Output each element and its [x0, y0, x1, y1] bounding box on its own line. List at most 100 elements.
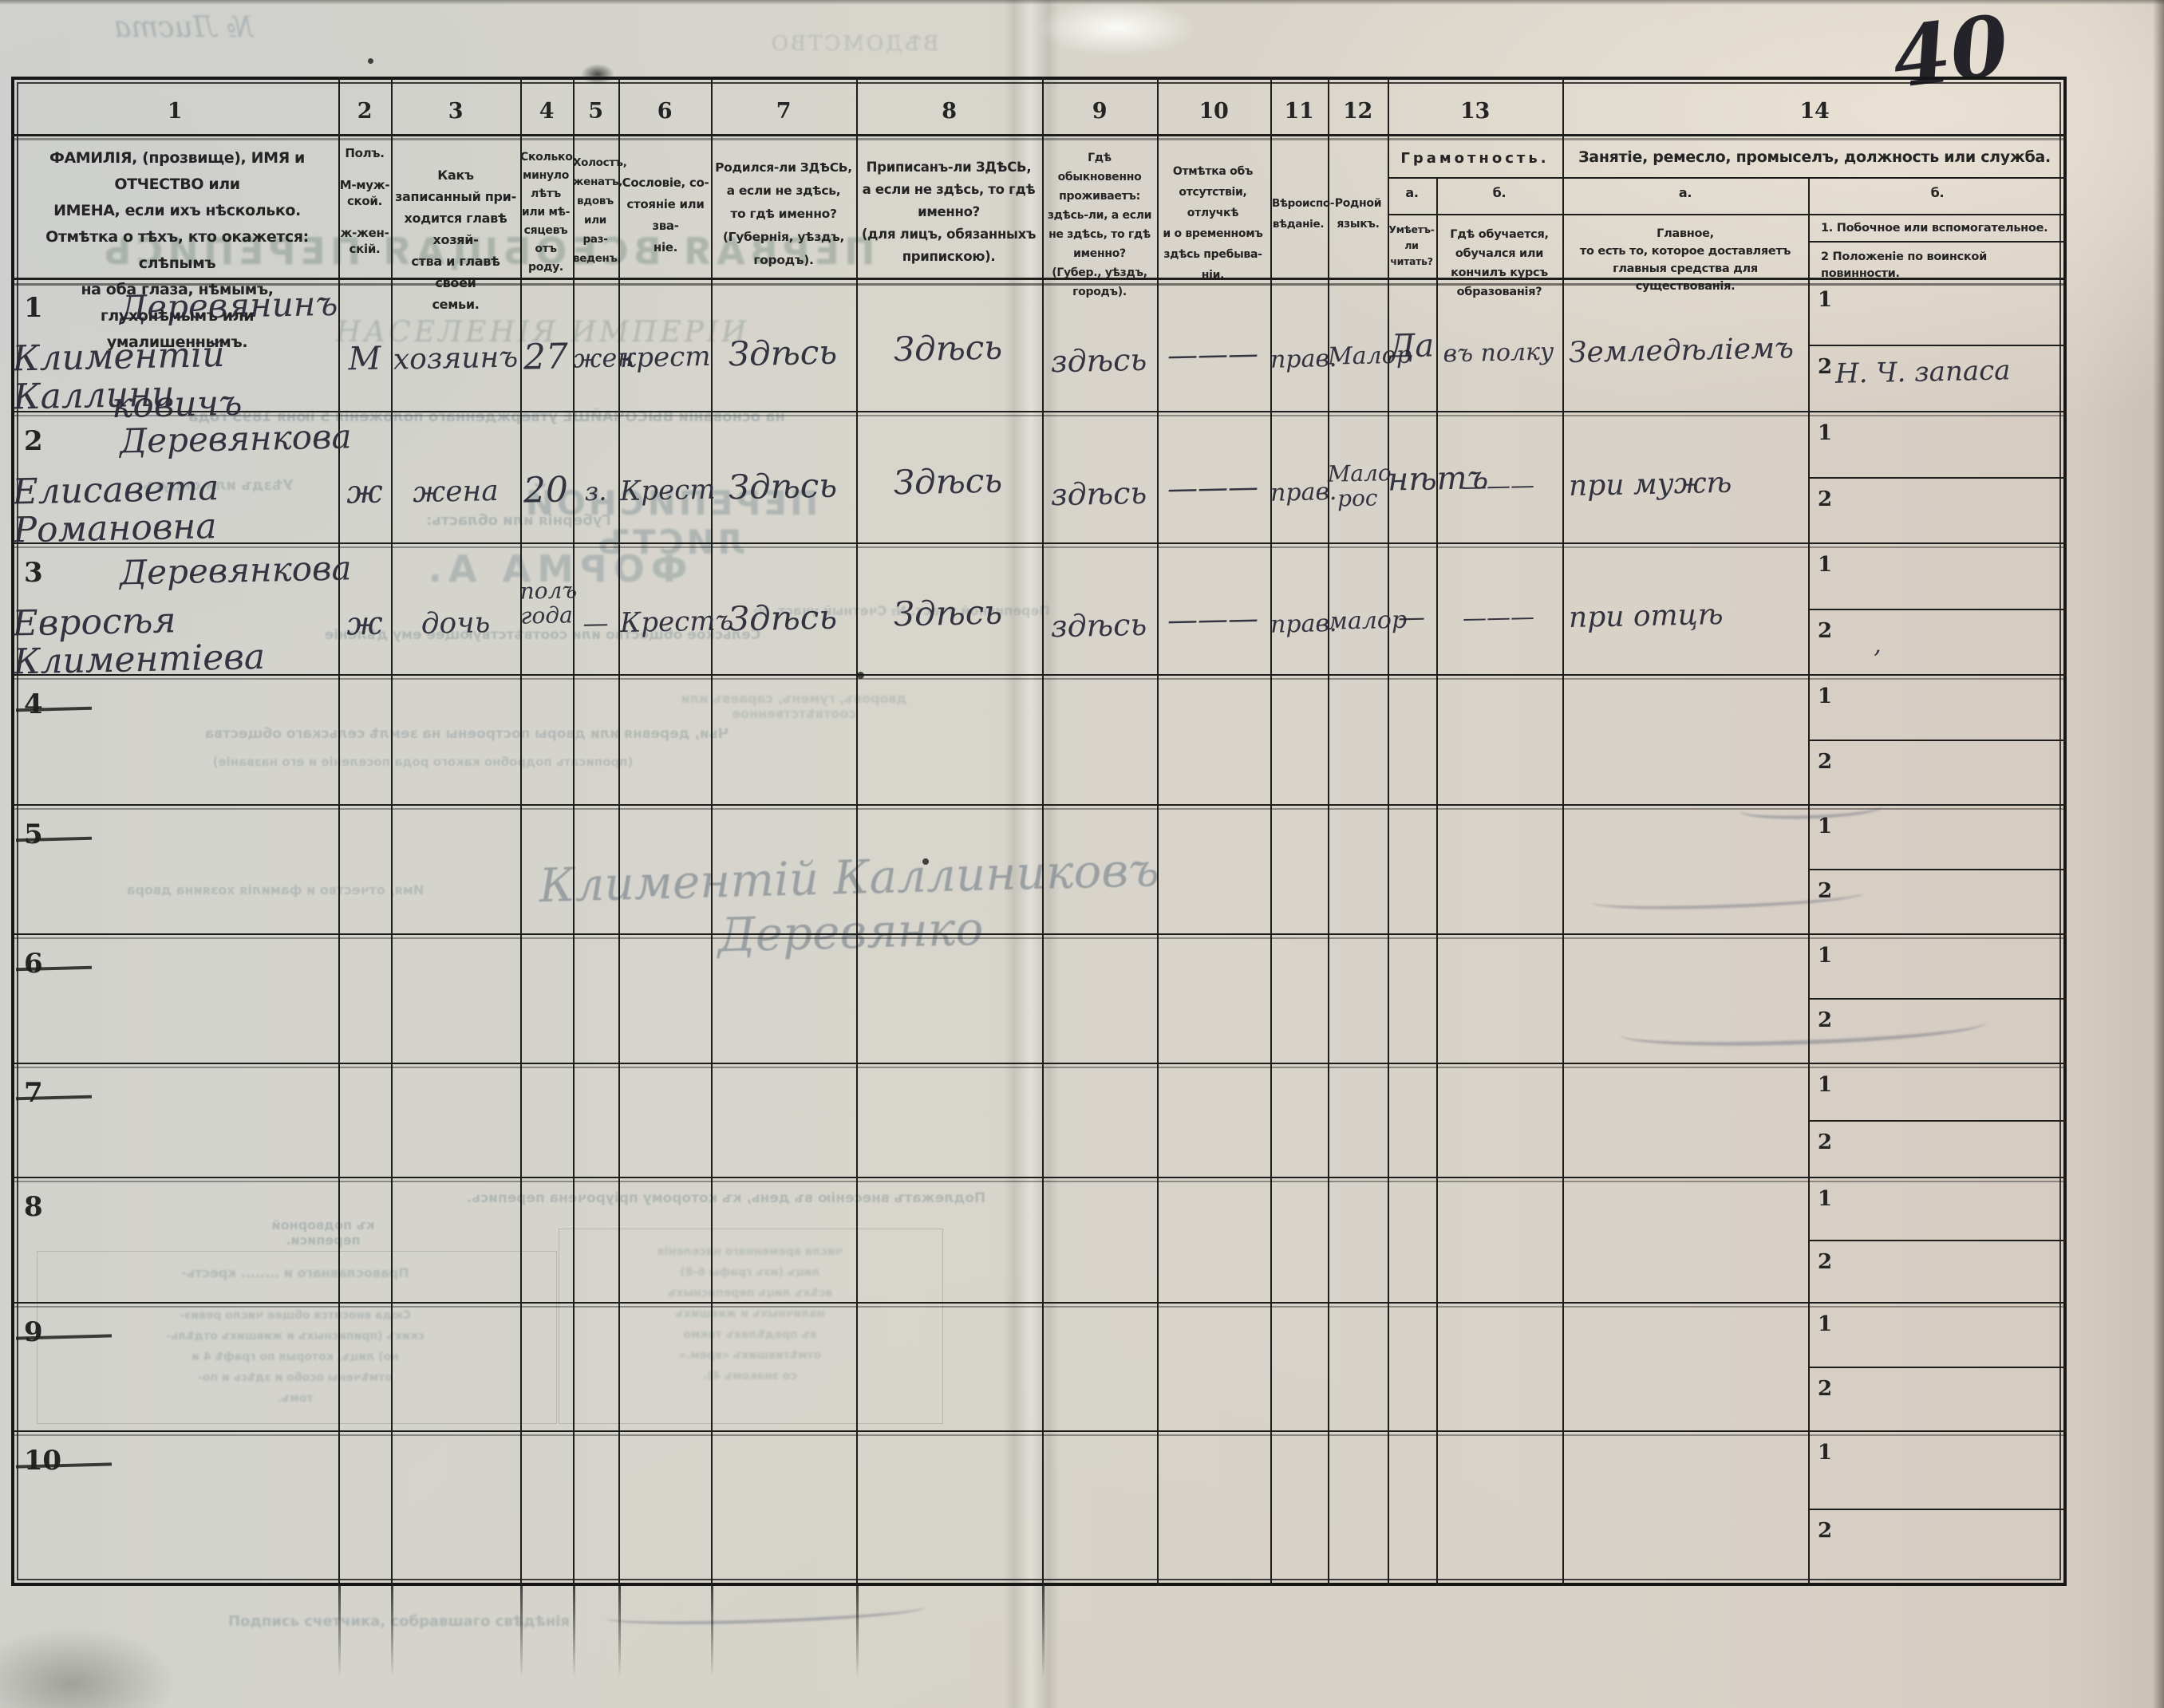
subrow-label-2: 2 — [1818, 1377, 1832, 1401]
subrow-label-2: 2 — [1818, 355, 1832, 379]
subrow-label-2: 2 — [1818, 619, 1832, 643]
cell-c1a-row3: Деревянкова — [119, 548, 352, 593]
subrow-label-1: 1 — [1818, 421, 1832, 445]
subrow-divider — [1808, 1240, 2067, 1241]
column-header-14a-label: а. — [1678, 185, 1692, 200]
grid-line-h — [11, 1063, 2067, 1064]
corner-shadow — [0, 1627, 176, 1708]
subrow-label-2: 2 — [1818, 1519, 1832, 1543]
cell-c9-row3: здѣсь — [1050, 606, 1147, 645]
bleedthrough-list-no: № Листа — [113, 11, 254, 44]
grid-line-v — [1388, 77, 1389, 1586]
grid-line-h — [11, 542, 2067, 544]
row-number: 7 — [24, 1077, 43, 1109]
column-number: 9 — [1092, 99, 1108, 124]
column-header-12: Родной языкъ. — [1334, 197, 1382, 231]
cell-c14b2-row1: Н. Ч. запаса — [1834, 354, 2011, 390]
column-number: 14 — [1799, 99, 1830, 124]
cell-c6-row3: Крестъ — [619, 605, 734, 640]
cell-c3-row2: жена — [412, 474, 500, 510]
subrow-divider — [1808, 1509, 2067, 1510]
cell-c1b-row2: Елисавета Романовна — [11, 467, 219, 551]
subrow-label-1: 1 — [1818, 684, 1832, 708]
column-stub — [618, 1586, 621, 1678]
column-number: 7 — [776, 99, 792, 124]
row-number: 6 — [24, 948, 43, 980]
bleedthrough-box — [559, 1229, 943, 1424]
cell-c2-row1: М — [348, 340, 381, 378]
cell-c2-row2: ж — [346, 473, 384, 511]
cell-c12-row3: малор — [1327, 605, 1408, 636]
row-number: 1 — [24, 292, 43, 324]
grid-line-v — [618, 77, 620, 1586]
cell-c13b-row3: ——— — [1462, 603, 1535, 633]
cell-c6-row1: крест — [619, 340, 711, 375]
cell-c5-row3: — — [582, 607, 609, 639]
column-header-5: Холостъ, женатъ, вдовъ или раз- веденъ. — [573, 156, 627, 265]
subrow-divider — [1808, 740, 2067, 741]
cell-c11-row2: прав. — [1270, 477, 1337, 507]
subrow-label-2: 2 — [1818, 1250, 1832, 1274]
row-number: 8 — [24, 1191, 43, 1223]
pen-mark: , — [1873, 630, 1882, 660]
column-number: 13 — [1460, 99, 1490, 124]
grid-line-v — [391, 77, 393, 1586]
grid-line-h — [1388, 177, 2067, 179]
subrow-label-1: 1 — [1818, 1073, 1832, 1097]
grid-line-h — [11, 804, 2067, 806]
cell-c7-row1: Здѣсь — [728, 332, 838, 374]
grid-line-h — [11, 933, 2067, 935]
column-number: 4 — [539, 99, 555, 124]
cell-c1b-row3: Евросѣя Климентіева — [11, 600, 266, 683]
grid-line-h — [1388, 214, 2067, 215]
column-header-3: Какъ записанный при- ходится главѣ хозяй… — [395, 168, 516, 312]
grid-line-h — [11, 134, 2067, 136]
paper-highlight — [1037, 0, 1197, 56]
cell-c14a-row3: при отцѣ — [1568, 598, 1724, 635]
subrow-label-1: 1 — [1818, 1312, 1832, 1336]
grid-line-v — [1436, 177, 1438, 1586]
grid-line-v — [1157, 77, 1159, 1586]
row-number: 9 — [24, 1316, 43, 1348]
column-header-14b-label: б. — [1930, 185, 1945, 200]
column-header-7: Родился-ли ЗДѢСЬ, а если не здѣсь, то гд… — [715, 160, 852, 267]
column-number: 8 — [942, 99, 957, 124]
ink-dot — [368, 58, 373, 64]
column-header-13b: Гдѣ обучается, обучался или кончилъ курс… — [1450, 228, 1549, 298]
column-header-10: Отмѣтка объ отсутствіи, отлучкѣ и о врем… — [1163, 165, 1263, 282]
grid-line-v — [1042, 77, 1044, 1586]
cell-c7-row2: Здѣсь — [728, 465, 838, 507]
column-header-4: Сколько минуло лѣтъ или мѣ- сяцевъ отъ р… — [520, 151, 573, 274]
subrow-label-2: 2 — [1818, 750, 1832, 774]
subrow-divider — [1808, 477, 2067, 479]
column-header-14b1: 1. Побочное или вспомогательное. — [1821, 222, 2048, 235]
census-table-frame — [11, 77, 2067, 1586]
grid-line-h — [11, 278, 2067, 280]
column-number: 10 — [1198, 99, 1229, 124]
cell-c13b-row2: ——— — [1462, 471, 1535, 501]
page-edge — [2153, 0, 2164, 1708]
column-stub — [711, 1586, 713, 1678]
column-number: 1 — [167, 99, 183, 124]
column-header-8: Приписанъ-ли ЗДѢСЬ, а если не здѣсь, то … — [861, 160, 1037, 264]
cell-c14a-row2: при мужѣ — [1568, 466, 1732, 503]
cell-c4-row3: полъ года — [519, 577, 578, 629]
column-header-13-title: Грамотность. — [1400, 150, 1550, 167]
grid-line-v — [856, 77, 858, 1586]
cell-c11-row3: прав. — [1270, 609, 1337, 639]
cell-c4-row1: 27 — [523, 336, 569, 378]
cell-c8-row1: Здѣсь — [893, 327, 1003, 369]
grid-line-v — [338, 77, 340, 1586]
row-number: 10 — [24, 1445, 61, 1477]
column-header-11: Вѣроиспо- вѣданіе. — [1272, 197, 1335, 231]
subrow-label-1: 1 — [1818, 288, 1832, 312]
cell-c4-row2: 20 — [523, 469, 569, 511]
row-number: 3 — [24, 557, 43, 589]
cell-c3-row1: хозяинъ — [393, 341, 519, 377]
cell-c12-row2: Мало рос — [1327, 460, 1392, 512]
column-stub — [573, 1586, 575, 1678]
grid-line-h — [11, 674, 2067, 676]
row-number: 4 — [24, 688, 43, 720]
cell-c2-row3: ж — [346, 605, 384, 643]
grid-line-h — [11, 1177, 2067, 1178]
